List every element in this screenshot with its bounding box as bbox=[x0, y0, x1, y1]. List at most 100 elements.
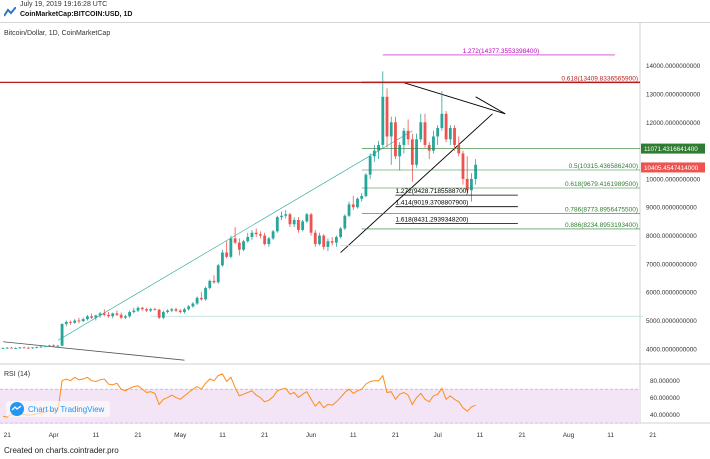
candle-body[interactable] bbox=[474, 164, 478, 179]
candle[interactable] bbox=[136, 306, 140, 313]
candle-body[interactable] bbox=[26, 347, 30, 349]
candle-body[interactable] bbox=[389, 122, 393, 137]
candle-body[interactable] bbox=[347, 204, 351, 216]
candle-body[interactable] bbox=[123, 316, 127, 318]
tradingview-watermark[interactable]: Chart by TradingView bbox=[6, 401, 110, 417]
candle[interactable] bbox=[432, 130, 435, 154]
candle-body[interactable] bbox=[191, 303, 195, 307]
candle-body[interactable] bbox=[161, 312, 165, 318]
candle-body[interactable] bbox=[73, 320, 77, 323]
candle-body[interactable] bbox=[157, 309, 161, 318]
candle-body[interactable] bbox=[14, 347, 18, 349]
candle[interactable] bbox=[343, 214, 347, 230]
candle[interactable] bbox=[250, 229, 254, 240]
candle[interactable] bbox=[22, 346, 26, 349]
candle-body[interactable] bbox=[199, 297, 203, 300]
candle-body[interactable] bbox=[10, 347, 13, 349]
candle[interactable] bbox=[465, 156, 469, 194]
candle-body[interactable] bbox=[313, 232, 317, 245]
candle[interactable] bbox=[389, 116, 393, 165]
candle[interactable] bbox=[98, 312, 102, 318]
candle[interactable] bbox=[86, 314, 89, 321]
candle[interactable] bbox=[5, 347, 9, 349]
candle-body[interactable] bbox=[343, 215, 347, 229]
level-price-tag[interactable]: 11071.4316641400 bbox=[641, 143, 705, 154]
candle[interactable] bbox=[406, 119, 410, 145]
candle[interactable] bbox=[305, 212, 309, 223]
candle[interactable] bbox=[436, 125, 440, 145]
candle-body[interactable] bbox=[166, 310, 169, 313]
candle-body[interactable] bbox=[170, 309, 174, 311]
candle[interactable] bbox=[453, 125, 456, 151]
candle-body[interactable] bbox=[351, 204, 355, 208]
candles[interactable] bbox=[1, 71, 478, 350]
candle[interactable] bbox=[208, 279, 212, 290]
candle[interactable] bbox=[157, 308, 161, 320]
candle-body[interactable] bbox=[271, 231, 275, 239]
candle-body[interactable] bbox=[461, 153, 465, 179]
candle[interactable] bbox=[166, 309, 169, 314]
candle[interactable] bbox=[212, 275, 216, 284]
candle-body[interactable] bbox=[195, 297, 199, 304]
candle[interactable] bbox=[368, 153, 372, 179]
time-axis[interactable]: 21 Apr 11 21 May 11 21 Jun 11 21 Jul 11 21 Aug 11 21 bbox=[4, 432, 657, 439]
candle[interactable] bbox=[229, 235, 233, 259]
candle[interactable] bbox=[318, 232, 321, 246]
candle-body[interactable] bbox=[309, 214, 313, 233]
candle[interactable] bbox=[128, 310, 131, 318]
candle[interactable] bbox=[132, 307, 136, 314]
candle[interactable] bbox=[271, 229, 275, 240]
candle[interactable] bbox=[448, 125, 452, 145]
candle-body[interactable] bbox=[102, 313, 106, 315]
candle[interactable] bbox=[427, 142, 431, 160]
candle-body[interactable] bbox=[368, 156, 372, 175]
candle-body[interactable] bbox=[334, 236, 338, 243]
candle[interactable] bbox=[56, 344, 60, 348]
candle-body[interactable] bbox=[453, 127, 456, 145]
candle-body[interactable] bbox=[423, 122, 427, 145]
candle-body[interactable] bbox=[356, 198, 359, 208]
candle-body[interactable] bbox=[22, 347, 26, 349]
candle[interactable] bbox=[237, 238, 241, 256]
candle-body[interactable] bbox=[305, 214, 309, 222]
candle-body[interactable] bbox=[263, 235, 267, 245]
candle[interactable] bbox=[292, 217, 296, 228]
candle[interactable] bbox=[267, 236, 271, 247]
candle-body[interactable] bbox=[64, 321, 68, 324]
candle-body[interactable] bbox=[233, 238, 237, 243]
candle-body[interactable] bbox=[90, 316, 94, 318]
candle-body[interactable] bbox=[94, 315, 98, 318]
candle[interactable] bbox=[275, 215, 279, 233]
candle[interactable] bbox=[204, 286, 207, 301]
candle[interactable] bbox=[191, 302, 195, 308]
candle[interactable] bbox=[263, 232, 267, 246]
candle[interactable] bbox=[18, 347, 22, 349]
candle[interactable] bbox=[322, 234, 326, 250]
candle-body[interactable] bbox=[436, 127, 440, 137]
candle[interactable] bbox=[284, 210, 288, 219]
candle-body[interactable] bbox=[212, 280, 216, 283]
candle-body[interactable] bbox=[297, 219, 300, 230]
candle-body[interactable] bbox=[128, 312, 131, 317]
candle[interactable] bbox=[64, 320, 68, 327]
candle[interactable] bbox=[330, 236, 334, 246]
candle-body[interactable] bbox=[187, 306, 191, 310]
candle[interactable] bbox=[153, 307, 157, 311]
candle-body[interactable] bbox=[77, 320, 81, 322]
candle-body[interactable] bbox=[448, 127, 452, 140]
candle-body[interactable] bbox=[111, 313, 115, 317]
candle[interactable] bbox=[419, 113, 423, 143]
candle[interactable] bbox=[381, 71, 385, 148]
candle[interactable] bbox=[356, 197, 359, 209]
candle-body[interactable] bbox=[427, 144, 431, 151]
candle-body[interactable] bbox=[280, 215, 283, 218]
candle[interactable] bbox=[43, 345, 47, 348]
candle[interactable] bbox=[440, 91, 444, 131]
candle-body[interactable] bbox=[221, 252, 224, 266]
candle[interactable] bbox=[26, 346, 30, 349]
candle[interactable] bbox=[233, 227, 237, 245]
candle[interactable] bbox=[140, 306, 144, 311]
candle-body[interactable] bbox=[145, 309, 148, 311]
candle[interactable] bbox=[288, 212, 292, 228]
candle-body[interactable] bbox=[237, 242, 241, 250]
